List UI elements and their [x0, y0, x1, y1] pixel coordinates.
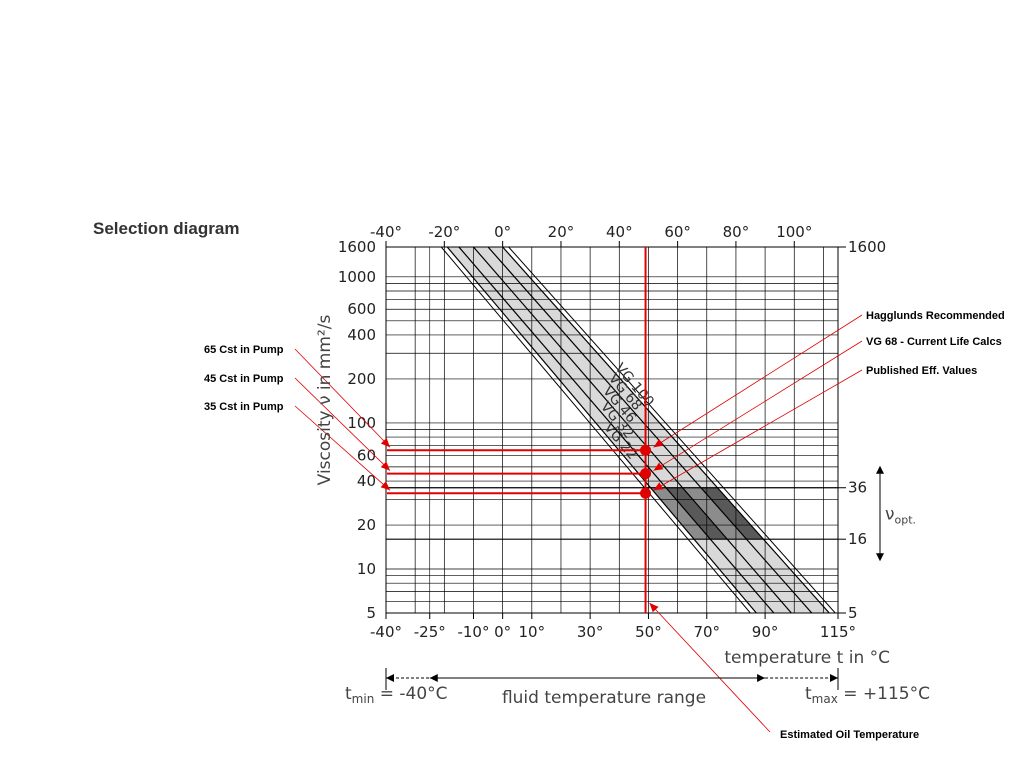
pump-label: 65 Cst in Pump — [204, 344, 284, 356]
x-top-tick-label: 60° — [664, 223, 691, 241]
x-bottom-tick-label: -10° — [457, 623, 489, 641]
x-top-tick-label: -20° — [428, 223, 460, 241]
tmax-value: = +115°C — [838, 684, 930, 704]
optimum-band-dark — [666, 487, 728, 540]
operating-point — [640, 444, 652, 456]
x-bottom-tick-label: 30° — [577, 623, 604, 641]
viscosity-bands — [440, 247, 836, 613]
tmax-label: tmax = +115°C — [805, 684, 930, 706]
pump-arrow — [380, 461, 390, 471]
fluid-range-label: fluid temperature range — [502, 688, 706, 708]
operating-arrow — [653, 482, 664, 491]
annotations: 65 Cst in Pump 45 Cst in Pump 35 Cst in Pu… — [204, 247, 1005, 741]
band-edge — [508, 247, 836, 613]
x-top-tick-label: -40° — [370, 223, 402, 241]
y-right-tick-label: 1600 — [848, 238, 886, 256]
optimum-label-sub: opt. — [895, 513, 917, 526]
x-bottom-tick-label: 50° — [635, 623, 662, 641]
range-arrow — [429, 674, 438, 682]
vg-line-vg22 — [446, 247, 757, 613]
oil-temperature-arrow — [649, 603, 659, 613]
oil-temperature-label: Estimated Oil Temperature — [780, 729, 919, 741]
range-arrow — [757, 674, 766, 682]
chart-title: Selection diagram — [93, 219, 239, 238]
band-edge — [440, 247, 751, 613]
optimum-band-dark — [701, 487, 764, 540]
y-tick-label: 5 — [366, 604, 376, 622]
x-top-tick-label: 20° — [548, 223, 575, 241]
tmax-sub: max — [812, 692, 838, 706]
operating-arrow — [653, 439, 664, 448]
x-top-tick-label: 40° — [606, 223, 633, 241]
tmin-value: = -40°C — [374, 684, 447, 704]
x-top-tick-label: 80° — [723, 223, 750, 241]
operating-label: Hagglunds Recommended — [866, 310, 1005, 322]
y-tick-label: 100 — [347, 414, 376, 432]
y-tick-label: 60 — [357, 446, 376, 464]
x-axis-label: temperature t in °C — [724, 648, 890, 668]
x-bottom-tick-label: -25° — [414, 623, 446, 641]
pump-leader — [294, 405, 391, 491]
pump-label: 45 Cst in Pump — [204, 373, 284, 385]
tmin-label: tmin = -40°C — [345, 684, 448, 706]
bracket-arrow — [876, 465, 884, 474]
y-axis-label: Viscosity ν in mm²/s — [315, 315, 335, 486]
y-tick-label: 20 — [357, 516, 376, 534]
bracket-arrow — [876, 553, 884, 562]
light-band — [447, 247, 830, 613]
x-top-tick-label: 0° — [494, 223, 511, 241]
x-bottom-tick-label: 115° — [820, 623, 856, 641]
y-tick-label: 600 — [347, 300, 376, 318]
operating-label: VG 68 - Current Life Calcs — [866, 336, 1002, 348]
range-arrow — [830, 674, 838, 682]
plot-frame — [385, 246, 839, 614]
operating-arrow — [653, 462, 664, 471]
tmin-sub: min — [352, 692, 375, 706]
y-right-tick-label: 5 — [848, 604, 858, 622]
pump-label: 35 Cst in Pump — [204, 401, 284, 413]
vg-line-vg68 — [487, 247, 813, 613]
pump-arrow — [380, 438, 390, 448]
operating-label: Published Eff. Values — [866, 365, 977, 377]
operating-leader — [653, 340, 863, 471]
y-tick-label: 1600 — [338, 238, 376, 256]
x-bottom-tick-label: -40° — [370, 623, 402, 641]
y-right-tick-label: 36 — [848, 479, 867, 497]
pump-arrow — [380, 481, 390, 491]
oil-temperature-leader — [649, 602, 771, 733]
x-bottom-tick-label: 90° — [752, 623, 779, 641]
y-tick-label: 200 — [347, 370, 376, 388]
vg-line-vg32 — [458, 247, 775, 613]
operating-point — [640, 487, 652, 499]
vg-line-vg46 — [473, 247, 792, 613]
range-arrow — [386, 674, 394, 682]
pump-leader — [294, 377, 391, 471]
y-tick-label: 10 — [357, 560, 376, 578]
y-tick-label: 400 — [347, 326, 376, 344]
operating-point — [640, 468, 652, 480]
vg-line-vg100 — [502, 247, 830, 613]
tick-labels: 16001000600400200100604020105160036165-4… — [338, 223, 886, 641]
optimum-label: νopt. — [885, 504, 916, 526]
pump-leader — [294, 348, 391, 448]
x-bottom-tick-label: 70° — [693, 623, 720, 641]
y-right-tick-label: 16 — [848, 530, 867, 548]
x-top-tick-label: 100° — [776, 223, 812, 241]
x-bottom-tick-label: 0° — [494, 623, 511, 641]
operating-leader — [653, 314, 863, 448]
y-tick-label: 40 — [357, 472, 376, 490]
grid — [385, 246, 839, 614]
operating-leader — [653, 369, 863, 491]
x-bottom-tick-label: 10° — [519, 623, 546, 641]
y-tick-label: 1000 — [338, 268, 376, 286]
